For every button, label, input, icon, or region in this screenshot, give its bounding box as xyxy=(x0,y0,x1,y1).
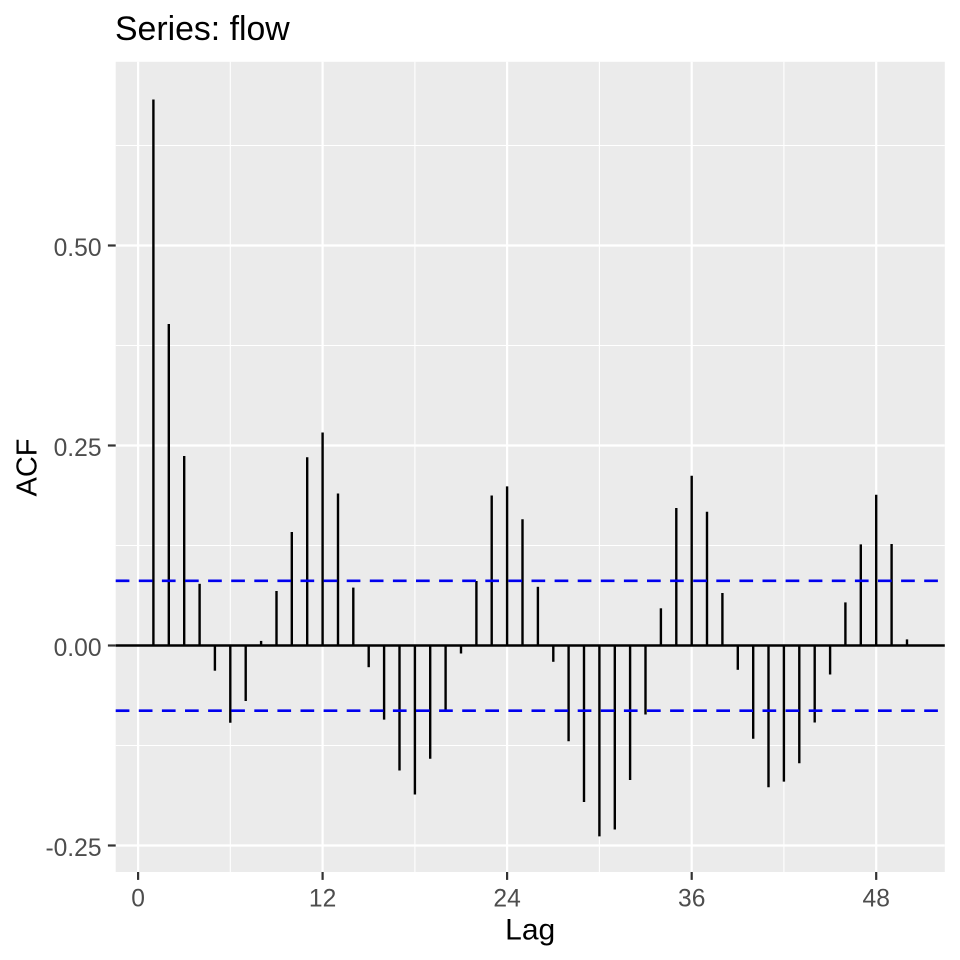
svg-text:Lag: Lag xyxy=(505,914,555,947)
svg-text:-0.25: -0.25 xyxy=(45,835,101,862)
svg-text:0.00: 0.00 xyxy=(54,635,102,662)
svg-text:36: 36 xyxy=(678,885,705,912)
svg-text:ACF: ACF xyxy=(12,439,44,497)
svg-text:48: 48 xyxy=(863,885,890,912)
svg-text:12: 12 xyxy=(309,885,336,912)
svg-text:0.25: 0.25 xyxy=(54,435,102,462)
svg-text:Series: flow: Series: flow xyxy=(115,10,290,48)
svg-text:0: 0 xyxy=(131,885,145,912)
svg-text:0.50: 0.50 xyxy=(54,235,102,262)
svg-text:24: 24 xyxy=(493,885,520,912)
